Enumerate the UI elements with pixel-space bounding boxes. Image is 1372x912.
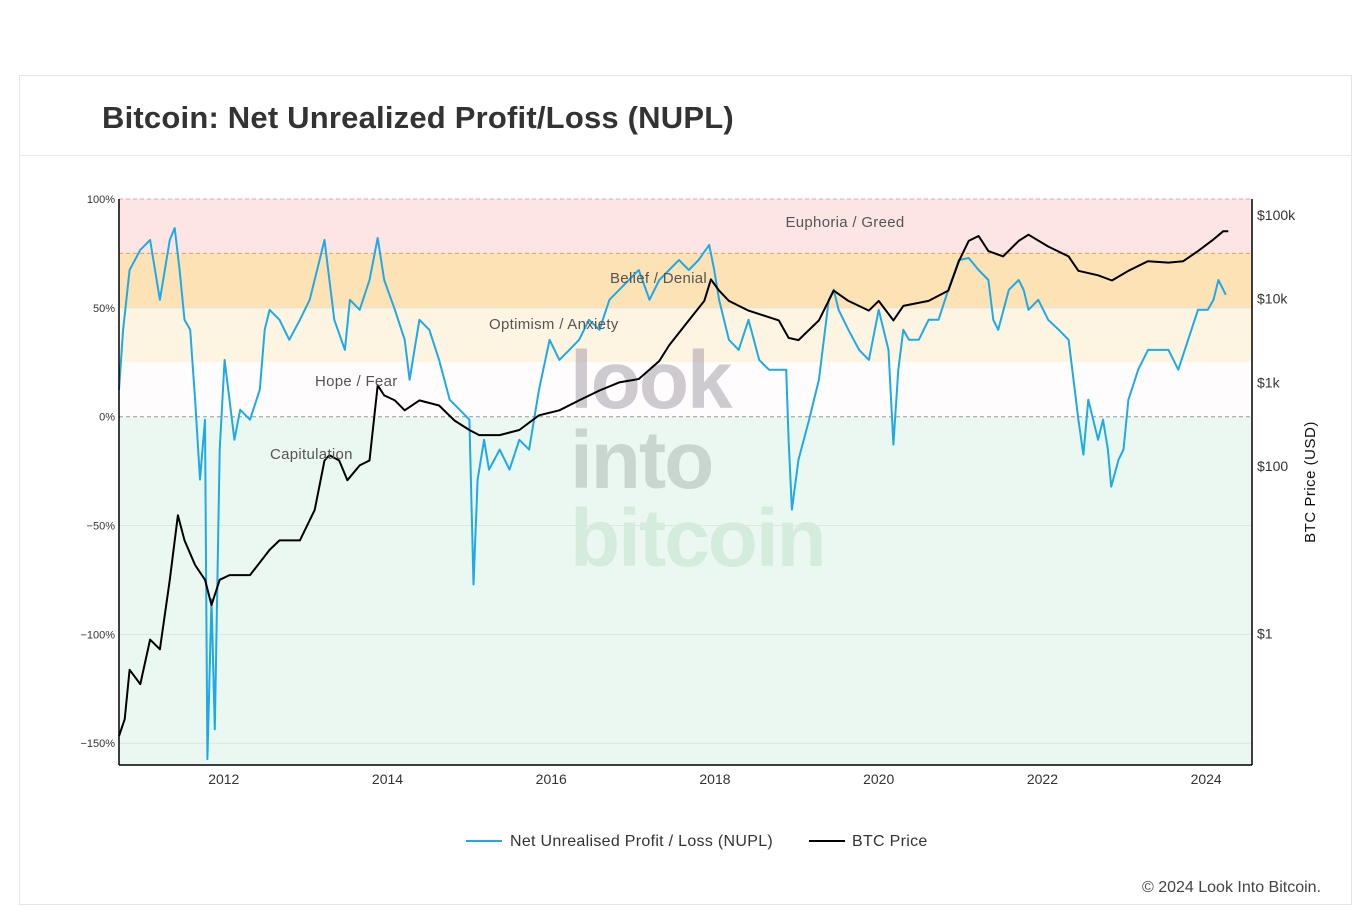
y2-tick-label: $100	[1257, 458, 1288, 474]
y2-tick-label: $1k	[1257, 374, 1281, 390]
zone-label: Capitulation	[270, 446, 353, 463]
legend-label-btc[interactable]: BTC Price	[852, 833, 928, 850]
y-tick-label: −50%	[87, 521, 116, 533]
watermark-word: look	[570, 335, 733, 426]
y2-axis-title: BTC Price (USD)	[1302, 421, 1319, 543]
y-tick-label: −100%	[80, 629, 115, 641]
y2-tick-label: $1	[1257, 626, 1273, 642]
y-tick-label: 50%	[93, 303, 115, 315]
y-tick-label: −150%	[80, 738, 115, 750]
zone-label: Optimism / Anxiety	[489, 316, 619, 333]
legend-label-nupl[interactable]: Net Unrealised Profit / Loss (NUPL)	[510, 833, 773, 850]
y2-tick-label: $100k	[1257, 207, 1296, 223]
watermark-word: into	[570, 415, 712, 506]
card-header: Bitcoin: Net Unrealized Profit/Loss (NUP…	[20, 76, 1351, 156]
page-title: Bitcoin: Net Unrealized Profit/Loss (NUP…	[102, 100, 734, 135]
zone-label: Euphoria / Greed	[785, 214, 904, 231]
zone-label: Belief / Denial	[610, 270, 707, 287]
btc-price-series-line	[118, 230, 1229, 737]
y-tick-label: 100%	[87, 194, 115, 206]
copyright: © 2024 Look Into Bitcoin.	[1141, 879, 1321, 896]
zone-band	[119, 416, 1252, 765]
legend: Net Unrealised Profit / Loss (NUPL) BTC P…	[466, 833, 928, 850]
x-tick-label: 2014	[372, 771, 403, 787]
zone-band	[119, 199, 1252, 254]
zone-band	[119, 253, 1252, 308]
x-tick-label: 2022	[1027, 771, 1058, 787]
watermark-word: bitcoin	[570, 493, 825, 584]
nupl-series-line	[118, 227, 1227, 761]
x-tick-label: 2018	[699, 771, 730, 787]
y2-tick-label: $10k	[1257, 291, 1288, 307]
x-tick-label: 2024	[1191, 771, 1222, 787]
y-tick-label: 0%	[99, 412, 115, 424]
x-tick-label: 2020	[863, 771, 894, 787]
chart-card: Bitcoin: Net Unrealized Profit/Loss (NUP…	[19, 75, 1352, 905]
zone-label: Hope / Fear	[315, 373, 398, 390]
x-tick-label: 2016	[536, 771, 567, 787]
x-tick-label: 2012	[208, 771, 239, 787]
zone-band	[119, 362, 1252, 417]
